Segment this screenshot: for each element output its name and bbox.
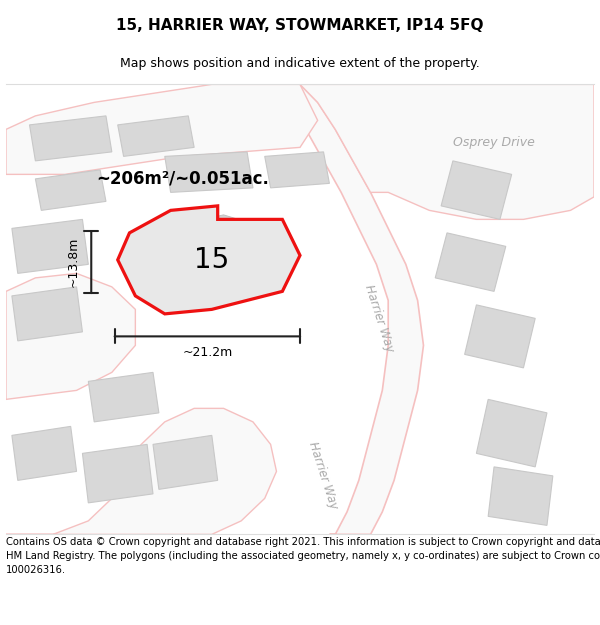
Polygon shape: [12, 219, 88, 273]
Polygon shape: [35, 170, 106, 211]
Polygon shape: [6, 273, 136, 399]
Polygon shape: [464, 305, 535, 368]
Polygon shape: [265, 152, 329, 188]
Text: Osprey Drive: Osprey Drive: [453, 136, 535, 149]
Polygon shape: [29, 116, 112, 161]
Polygon shape: [6, 84, 317, 174]
Text: Harrier Way: Harrier Way: [307, 441, 341, 511]
Polygon shape: [118, 116, 194, 156]
Text: ~13.8m: ~13.8m: [67, 237, 80, 288]
Polygon shape: [12, 426, 77, 481]
Text: Harrier Way: Harrier Way: [362, 283, 397, 354]
Text: ~21.2m: ~21.2m: [182, 346, 233, 359]
Polygon shape: [476, 399, 547, 467]
Polygon shape: [88, 372, 159, 422]
Polygon shape: [271, 84, 424, 534]
Polygon shape: [153, 436, 218, 489]
Polygon shape: [300, 84, 594, 219]
Text: 15: 15: [194, 246, 229, 274]
Polygon shape: [488, 467, 553, 526]
Polygon shape: [441, 161, 512, 219]
Polygon shape: [435, 233, 506, 291]
Polygon shape: [82, 444, 153, 503]
Polygon shape: [12, 287, 82, 341]
Text: Contains OS data © Crown copyright and database right 2021. This information is : Contains OS data © Crown copyright and d…: [6, 538, 600, 576]
Polygon shape: [6, 408, 277, 534]
Polygon shape: [118, 206, 300, 314]
Polygon shape: [147, 215, 294, 301]
Text: 15, HARRIER WAY, STOWMARKET, IP14 5FQ: 15, HARRIER WAY, STOWMARKET, IP14 5FQ: [116, 18, 484, 32]
Text: ~206m²/~0.051ac.: ~206m²/~0.051ac.: [96, 170, 269, 188]
Text: Map shows position and indicative extent of the property.: Map shows position and indicative extent…: [120, 57, 480, 70]
Polygon shape: [165, 152, 253, 192]
